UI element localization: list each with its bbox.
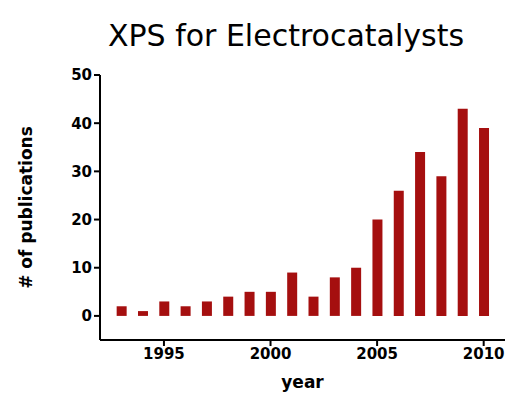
svg-text:40: 40 xyxy=(71,115,92,133)
svg-text:2005: 2005 xyxy=(356,345,398,363)
svg-text:50: 50 xyxy=(71,66,92,84)
svg-text:2010: 2010 xyxy=(463,345,505,363)
svg-text:10: 10 xyxy=(71,259,92,277)
svg-text:0: 0 xyxy=(82,307,92,325)
svg-text:year: year xyxy=(281,372,324,392)
svg-text:30: 30 xyxy=(71,163,92,181)
svg-text:1995: 1995 xyxy=(143,345,185,363)
html-text:XPS for Electrocatalysts: XPS for Electrocatalysts xyxy=(107,18,465,53)
svg-text:2000: 2000 xyxy=(250,345,292,363)
svg-text:20: 20 xyxy=(71,211,92,229)
svg-text:# of publications: # of publications xyxy=(16,126,36,289)
